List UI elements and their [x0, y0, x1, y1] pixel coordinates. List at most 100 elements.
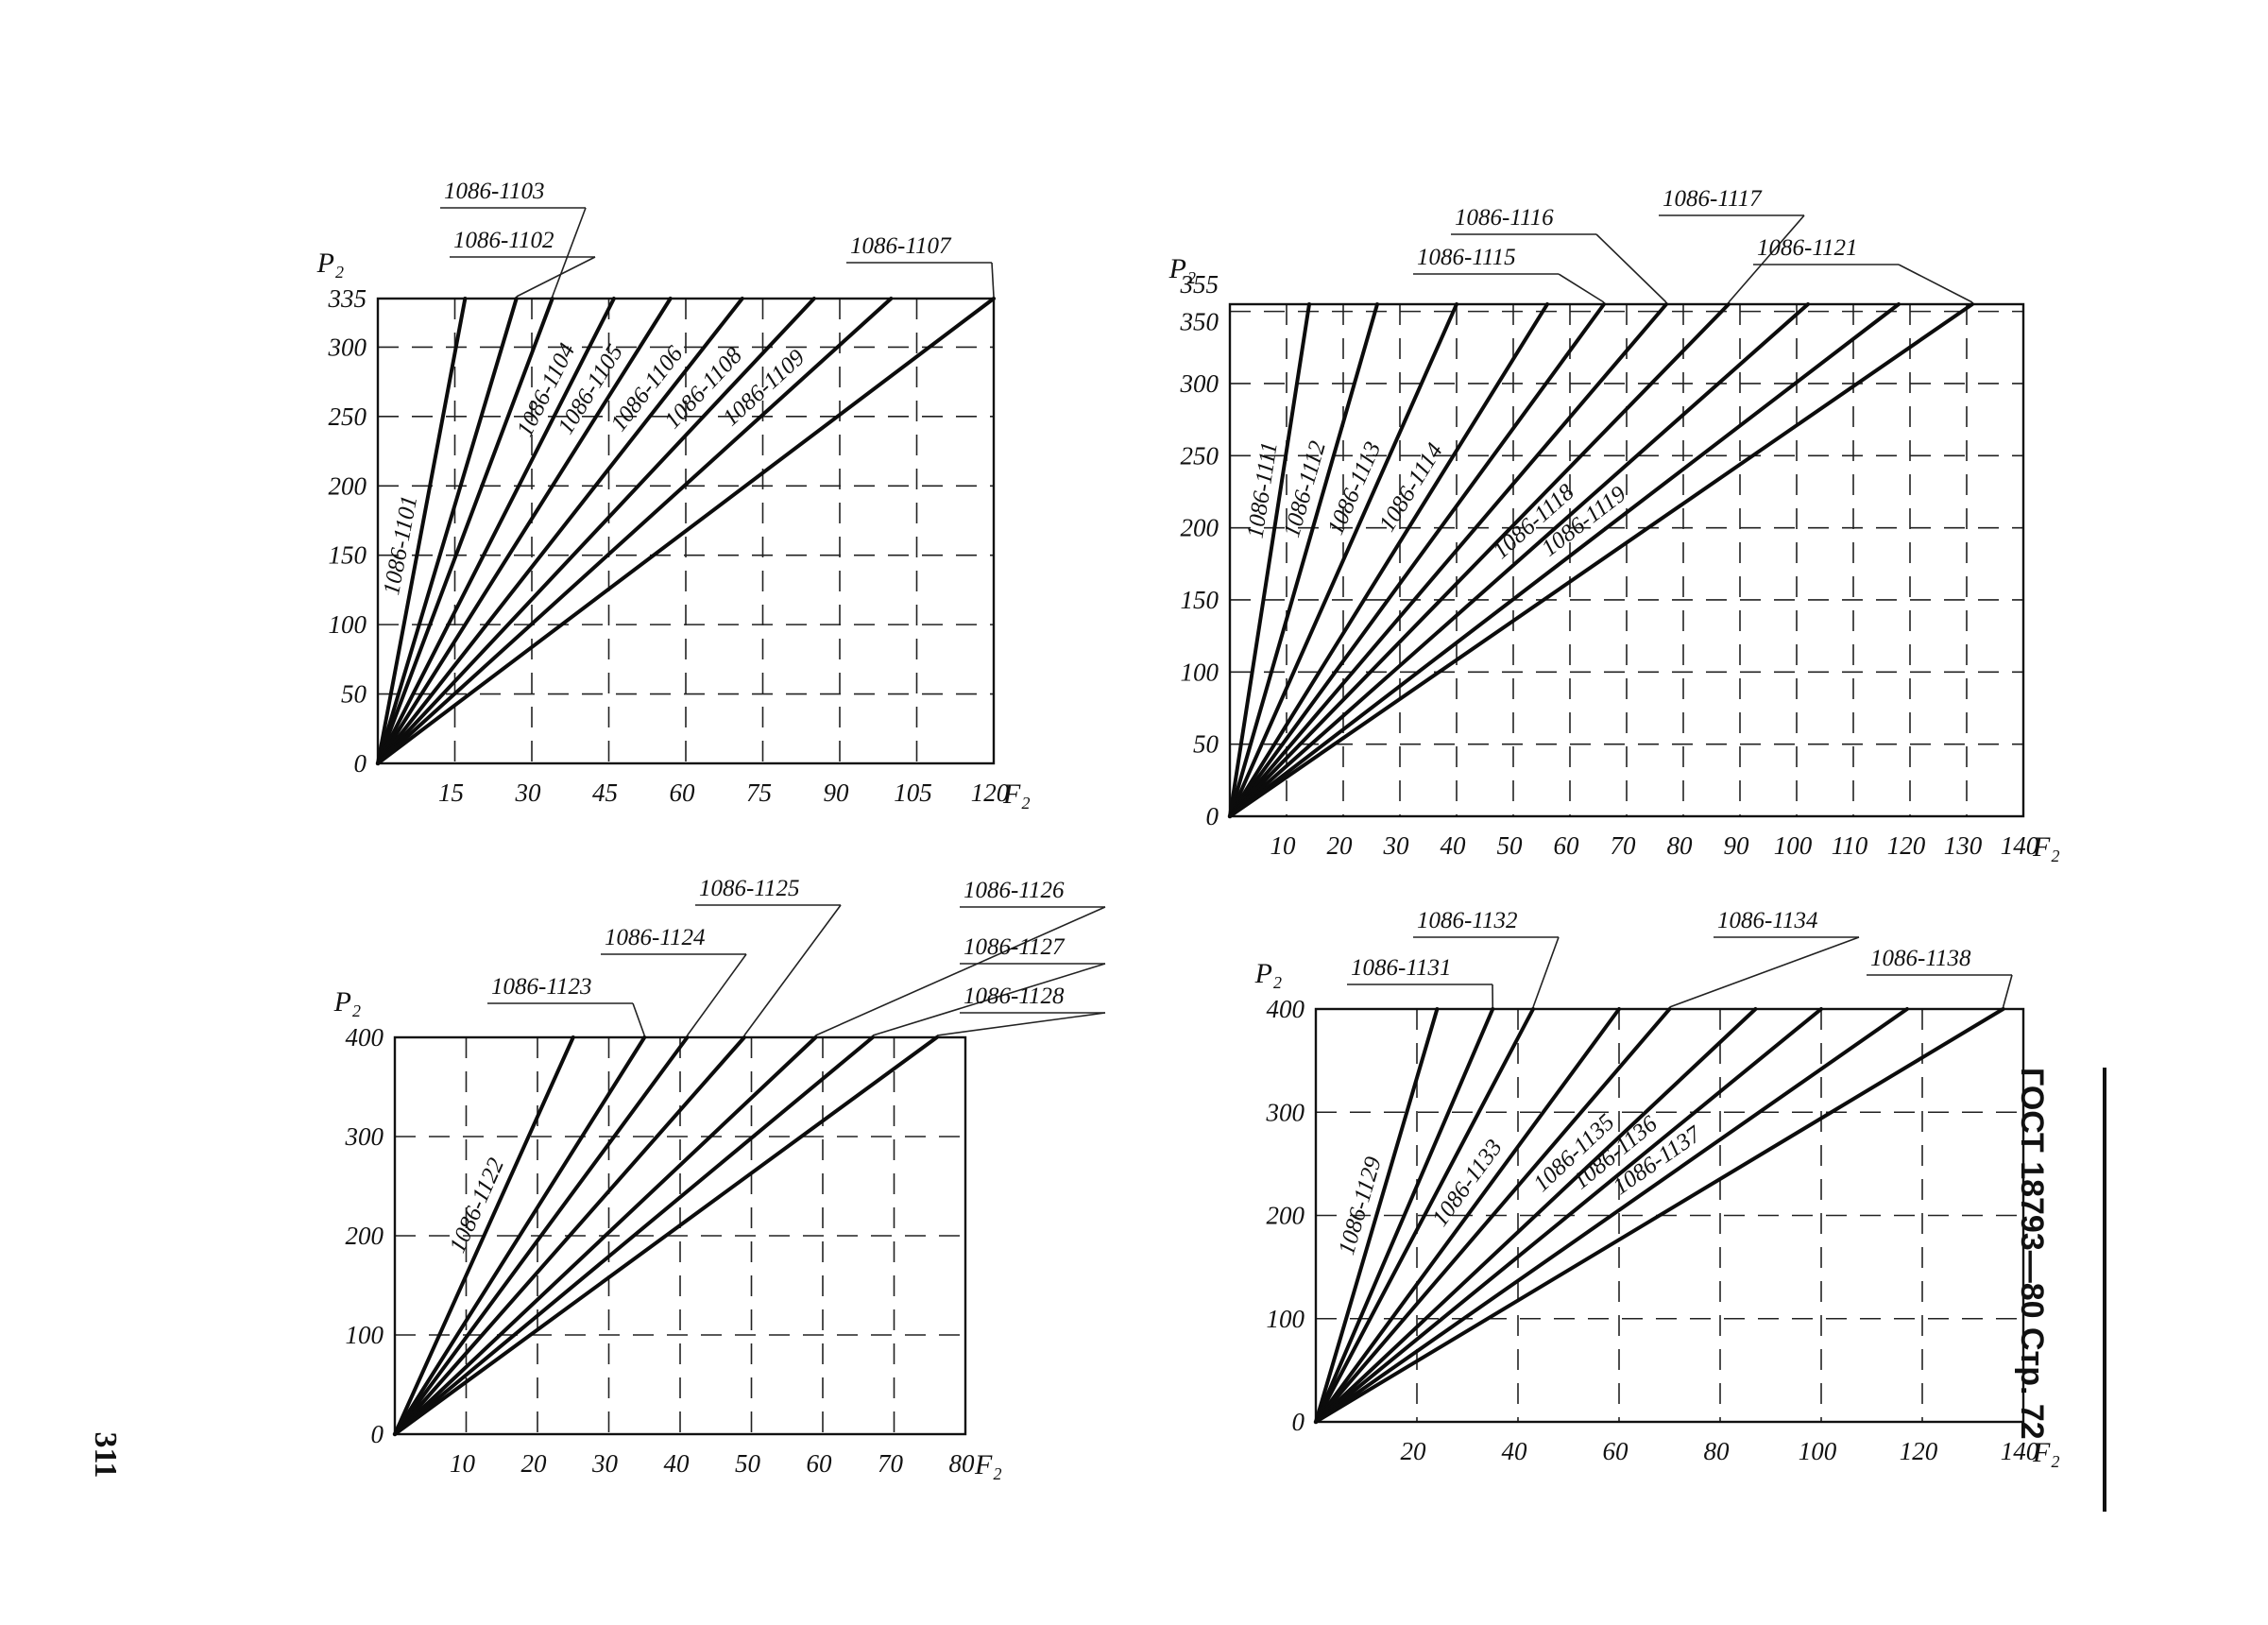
label-leader [516, 256, 596, 298]
plot-frame [393, 1035, 967, 1436]
y-tick-label: 0 [354, 749, 367, 778]
x-tick-label: 30 [591, 1449, 619, 1478]
series-line-1086-1132 [1314, 1007, 1536, 1424]
label-leader [632, 1002, 646, 1036]
series-label: 1086-1107 [850, 233, 952, 259]
x-tick-label: 40 [1441, 831, 1467, 860]
x-tick-label: 30 [515, 778, 542, 807]
series-line-1086-1102 [376, 297, 519, 765]
label-leader [1558, 273, 1605, 303]
label-leader [1532, 936, 1560, 1008]
y-tick-label: 250 [1181, 441, 1219, 470]
series-line-1086-1124 [393, 1035, 690, 1436]
series-label: 1086-1138 [1870, 946, 1971, 971]
series-label: 1086-1132 [1417, 908, 1517, 933]
y-axis-label: P₂ [333, 986, 362, 1018]
x-tick-label: 90 [1724, 831, 1750, 860]
x-tick-label: 80 [1667, 831, 1694, 860]
y-tick-label: 300 [328, 333, 367, 361]
plot-frame [376, 297, 996, 765]
y-axis-label: P₂ [1254, 958, 1283, 989]
series-line-1086-1105 [376, 297, 673, 765]
x-tick-label: 80 [949, 1449, 976, 1478]
series-line-1086-1109 [376, 297, 894, 765]
plot-frame [1228, 302, 2025, 818]
label-leader [2002, 974, 2013, 1008]
x-tick-label: 140 [2001, 1437, 2039, 1465]
series-line-1086-1134 [1314, 1007, 1672, 1424]
x-tick-label: 20 [1327, 831, 1354, 860]
series-label: 1086-1117 [1663, 186, 1763, 212]
series-line-1086-1114 [1228, 302, 1549, 818]
x-tick-label: 60 [670, 778, 696, 807]
x-axis-label: F₂ [2032, 1437, 2060, 1468]
series-label: 1086-1134 [1717, 908, 1817, 933]
y-tick-label: 200 [1267, 1202, 1305, 1230]
y-tick-label: 150 [1181, 586, 1219, 614]
series-line-1086-1136 [1314, 1007, 1823, 1424]
y-tick-label: 335 [328, 284, 367, 313]
label-leader [872, 963, 1106, 1036]
chart-bottom-left: 10 20 30 40 50 60 70 80 0 100 200 300 400 F₂ P₂ 1086-11… [333, 876, 1106, 1480]
chart-top-right: 10 20 30 40 50 60 70 80 90 100 110 120 130 140 0 50 100 1… [1168, 186, 2060, 863]
y-tick-label: 100 [1267, 1305, 1305, 1333]
x-axis-label: F₂ [1002, 778, 1031, 810]
series-label: 1086-1103 [444, 179, 544, 204]
label-leader [743, 904, 842, 1036]
x-tick-label: 70 [878, 1449, 904, 1478]
x-tick-label: 110 [1832, 831, 1868, 860]
x-tick-label: 60 [807, 1449, 833, 1478]
stamp-rule [2103, 1068, 2106, 1512]
series-line-1086-1137 [1314, 1007, 1909, 1424]
series-line-1086-1113 [1228, 302, 1458, 818]
y-axis-label: P₂ [316, 248, 345, 279]
y-tick-label: 0 [371, 1420, 384, 1448]
x-tick-label: 45 [592, 778, 618, 807]
label-leader [1898, 264, 1973, 303]
x-tick-label: 10 [450, 1449, 476, 1478]
series-line-1086-1115 [1228, 302, 1606, 818]
series-line-1086-1129 [1314, 1007, 1440, 1424]
series-label: 1086-1101 [379, 493, 422, 597]
series-label: 1086-1125 [699, 876, 799, 901]
y-tick-label: 355 [1180, 270, 1219, 299]
label-leader [686, 953, 747, 1036]
x-tick-label: 30 [1383, 831, 1410, 860]
y-tick-label: 50 [1193, 730, 1219, 759]
y-tick-label: 300 [1180, 369, 1219, 398]
series-label: 1086-1131 [1351, 955, 1451, 981]
series-line-1086-1133 [1314, 1007, 1621, 1424]
y-tick-label: 300 [1266, 1098, 1305, 1126]
x-tick-label: 40 [1502, 1437, 1528, 1465]
series-label: 1086-1116 [1455, 205, 1554, 231]
page-number: 311 [88, 1431, 123, 1479]
y-tick-label: 200 [1181, 514, 1219, 542]
series-label: 1086-1121 [1757, 235, 1857, 261]
series-line-1086-1112 [1228, 302, 1379, 818]
y-tick-label: 0 [1292, 1408, 1305, 1436]
series-label: 1086-1127 [963, 934, 1066, 960]
series-label: 1086-1115 [1417, 245, 1516, 270]
x-tick-label: 15 [438, 778, 464, 807]
series-label: 1086-1124 [605, 925, 705, 950]
series-line-1086-1103 [376, 297, 554, 765]
y-tick-label: 100 [1181, 658, 1219, 686]
x-tick-label: 60 [1603, 1437, 1629, 1465]
document-stamp: ГОСТ 18793—80 Стр. 72 [2014, 1068, 2050, 1440]
chart-bottom-right: 20 40 60 80 100 120 140 0 100 200 300 400 F₂ P₂ 1086-1… [1254, 908, 2060, 1468]
x-tick-label: 140 [2001, 831, 2039, 860]
x-tick-label: 50 [1497, 831, 1524, 860]
x-axis-label: F₂ [2032, 831, 2060, 863]
y-tick-label: 150 [329, 541, 367, 570]
x-tick-label: 120 [1900, 1437, 1938, 1465]
series-line-1086-1131 [1314, 1007, 1495, 1424]
series-line-1086-1135 [1314, 1007, 1758, 1424]
y-tick-label: 50 [341, 680, 367, 709]
series-line-1086-1123 [393, 1035, 647, 1436]
label-leader [936, 1012, 1106, 1036]
series-line-1086-1128 [393, 1035, 939, 1436]
series-line-1086-1116 [1228, 302, 1668, 818]
x-tick-label: 100 [1774, 831, 1813, 860]
x-tick-label: 70 [1611, 831, 1637, 860]
